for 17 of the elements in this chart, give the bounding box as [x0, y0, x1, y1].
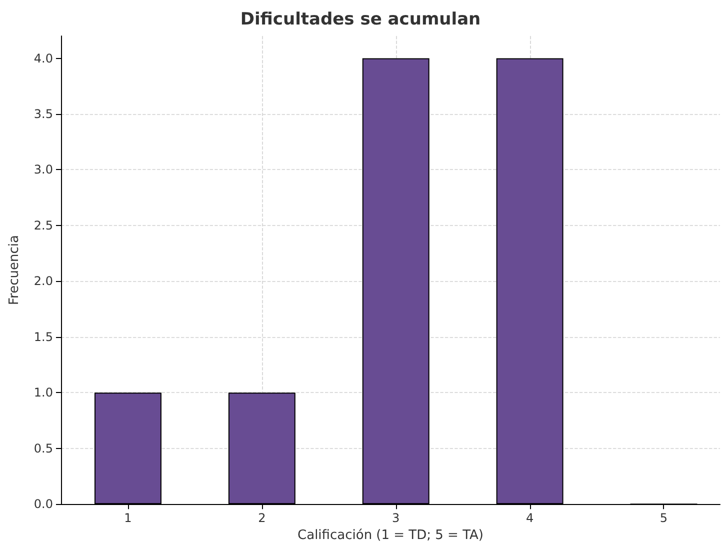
y-axis-title: Frecuencia — [7, 235, 22, 306]
y-tick-label: 4.0 — [34, 51, 53, 66]
y-tick-label: 2.0 — [34, 274, 53, 288]
x-tick-label: 2 — [258, 511, 266, 526]
y-tick-label: 0.0 — [34, 497, 53, 512]
y-tick-label: 1.0 — [34, 386, 53, 400]
y-tick-label: 1.5 — [34, 330, 53, 344]
x-axis-title: Calificación (1 = TD; 5 = TA) — [298, 528, 484, 543]
y-tick-label: 3.5 — [34, 107, 53, 122]
chart-title: Dificultades se acumulan — [240, 10, 481, 30]
y-tick-label: 0.5 — [34, 441, 53, 456]
y-tick-label: 2.5 — [34, 218, 53, 232]
x-tick-label: 1 — [124, 511, 132, 526]
x-tick-label: 3 — [392, 511, 400, 526]
x-tick-label: 4 — [526, 511, 534, 526]
y-tick-label: 3.0 — [34, 162, 53, 177]
x-tick-label: 5 — [660, 511, 668, 526]
